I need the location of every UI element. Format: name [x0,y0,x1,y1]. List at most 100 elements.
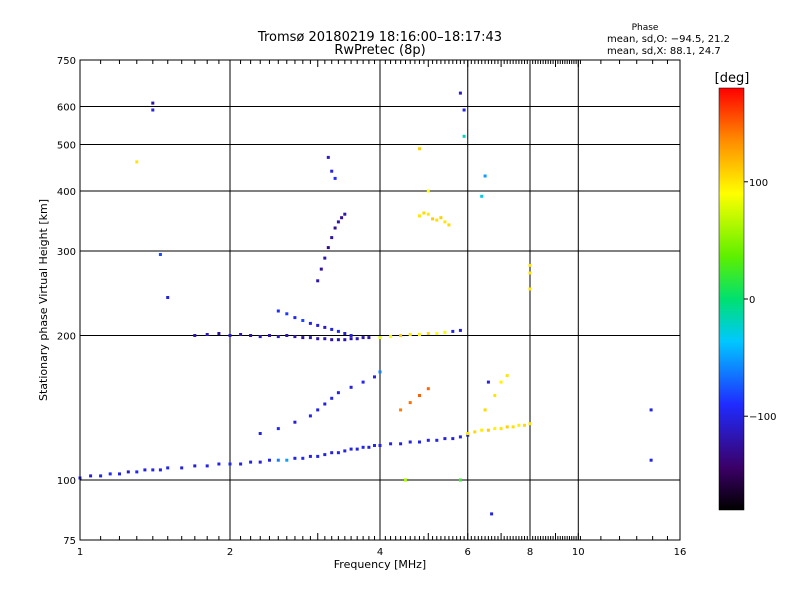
echo-point [451,437,455,441]
echo-point [493,427,497,431]
echo-point [316,408,320,412]
y-tick-label: 100 [57,476,76,487]
echo-point [301,319,305,322]
colorbar-ticks: −100 0 100 [744,178,776,423]
echo-point [276,458,280,462]
x-axis: 1 2 4 6 8 10 16 [77,60,686,558]
echo-point [258,460,262,464]
echo-point [462,108,466,112]
echo-point [439,216,443,220]
echo-point [418,147,421,151]
echo-point [443,437,447,441]
echo-point [435,218,439,222]
echo-point [239,462,243,466]
y-tick-label: 75 [63,536,76,547]
echo-point [343,332,347,335]
echo-point [443,330,447,334]
echo-point [326,155,330,159]
echo-point [499,427,503,431]
y-tick-label: 200 [57,332,76,343]
echo-point [228,462,232,466]
echo-point [528,287,532,291]
echo-point [523,423,526,427]
echo-point [373,375,376,379]
echo-point [378,370,382,374]
echo-point [399,408,403,412]
echo-point [505,425,509,429]
x-tick-label: 2 [227,547,233,558]
echo-point [528,422,532,426]
echo-point [323,453,327,457]
echo-point [166,466,170,470]
echo-point [135,470,139,474]
x-tick-label: 10 [572,547,585,558]
echo-point [323,337,327,341]
echo-point [336,338,340,342]
echo-point [466,433,470,437]
echo-point [293,335,297,339]
y-tick-label: 400 [57,187,76,198]
echo-point [323,256,327,260]
echo-point [435,438,439,442]
echo-point [193,334,197,337]
echo-point [349,334,353,337]
echo-point [205,464,209,468]
echo-point [166,296,170,299]
echo-point [330,451,334,455]
echo-point [389,335,393,339]
echo-point [316,337,320,341]
echo-point [408,440,412,444]
echo-point [151,468,155,472]
echo-point [293,420,297,424]
echo-point [517,423,521,427]
echo-point [399,442,403,446]
echo-point [355,337,359,341]
echo-point [493,394,497,397]
colorbar-tick-label: 0 [749,295,755,306]
y-axis-label: Stationary phase Virtual Height [km] [37,199,50,401]
echo-point [483,408,487,412]
data-points [78,91,653,516]
echo-point [458,478,462,482]
echo-point [193,464,197,468]
echo-point [418,214,421,218]
plot-grid [80,60,680,540]
echo-point [349,447,353,451]
echo-point [343,212,347,216]
echo-point [205,333,209,336]
echo-point [308,414,312,418]
echo-point [293,456,297,460]
echo-point [443,220,447,224]
y-tick-label: 300 [57,247,76,258]
echo-point [361,380,365,384]
echo-point [258,432,262,435]
echo-point [336,220,340,224]
echo-point [258,335,262,339]
echo-point [447,223,451,227]
echo-point [426,212,430,216]
echo-point [408,401,412,405]
echo-point [499,380,503,384]
echo-point [308,454,312,458]
colorbar-label: [deg] [715,71,750,86]
echo-point [108,472,112,476]
phase-x-line: mean, sd,X: 88.1, 24.7 [607,46,721,57]
echo-point [389,442,393,446]
echo-point [333,176,337,180]
echo-point [268,458,271,462]
echo-point [330,338,334,342]
x-tick-label: 4 [377,547,383,558]
echo-point [308,336,312,340]
echo-point [486,380,490,384]
echo-point [340,216,344,220]
x-axis-label: Frequency [MHz] [334,558,426,571]
echo-point [404,478,407,482]
echo-point [343,449,347,453]
y-tick-label: 750 [57,56,76,67]
echo-point [483,174,487,178]
echo-point [301,336,305,340]
chart-subtitle: RwPretec (8p) [334,43,425,58]
echo-point [217,462,221,466]
echo-point [480,428,484,432]
echo-point [330,396,334,400]
